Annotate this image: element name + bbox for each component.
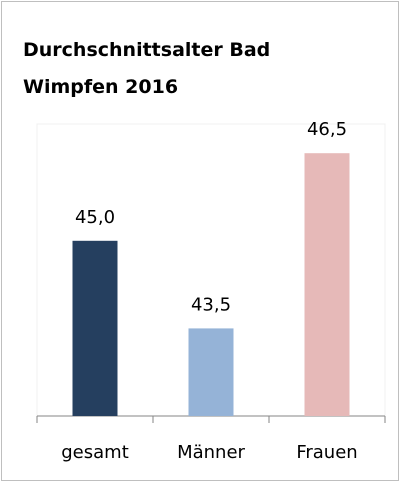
value-label: 45,0 <box>75 207 115 228</box>
value-label: 43,5 <box>191 294 231 315</box>
bar <box>72 240 118 416</box>
x-tick-label: gesamt <box>61 442 129 463</box>
chart-title: Durchschnittsalter Bad Wimpfen 2016 <box>23 39 271 98</box>
x-tick-label: Frauen <box>296 442 357 463</box>
bar <box>188 328 234 416</box>
bar <box>304 153 350 416</box>
x-tick-label: Männer <box>177 442 245 463</box>
value-label: 46,5 <box>307 119 347 140</box>
